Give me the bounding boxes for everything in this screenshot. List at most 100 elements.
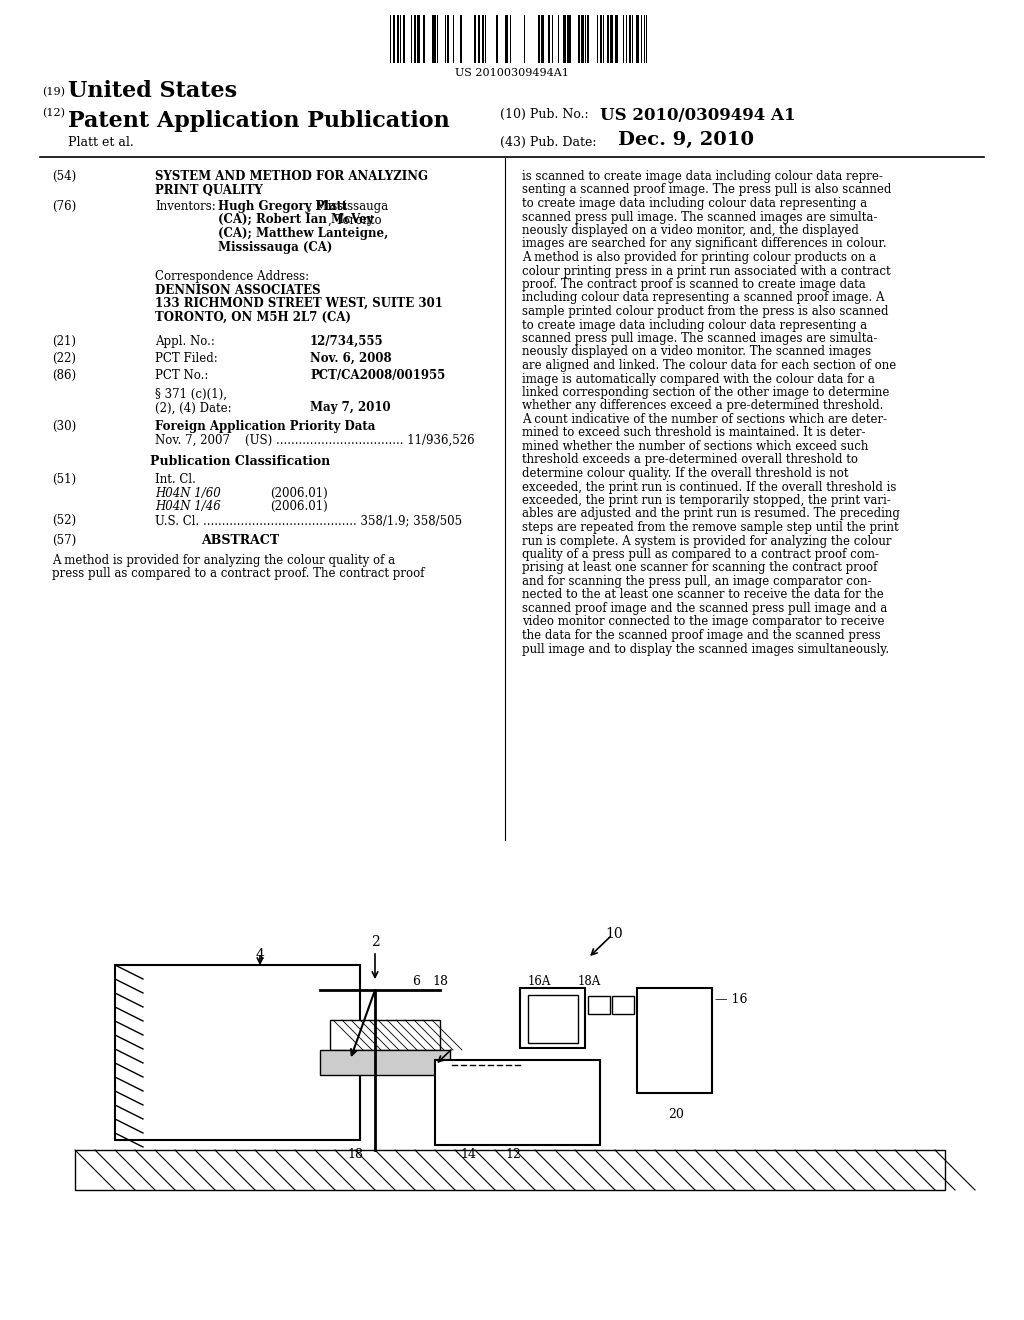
Text: proof. The contract proof is scanned to create image data: proof. The contract proof is scanned to … (522, 279, 865, 290)
Text: PCT Filed:: PCT Filed: (155, 352, 218, 366)
Text: run is complete. A system is provided for analyzing the colour: run is complete. A system is provided fo… (522, 535, 892, 548)
Bar (600, 15, 602, 63)
Bar (433, 15, 436, 63)
Text: scanned proof image and the scanned press pull image and a: scanned proof image and the scanned pres… (522, 602, 887, 615)
Text: (52): (52) (52, 513, 76, 527)
Text: sample printed colour product from the press is also scanned: sample printed colour product from the p… (522, 305, 889, 318)
Bar (528, 995, 578, 1043)
Bar (629, 15, 631, 63)
Bar (615, 15, 617, 63)
Text: (86): (86) (52, 370, 76, 381)
Text: 133 RICHMOND STREET WEST, SUITE 301: 133 RICHMOND STREET WEST, SUITE 301 (155, 297, 442, 310)
Text: May 7, 2010: May 7, 2010 (310, 401, 390, 414)
Text: , Mississauga: , Mississauga (308, 201, 388, 213)
Bar (567, 15, 570, 63)
Text: DENNISON ASSOCIATES: DENNISON ASSOCIATES (155, 284, 321, 297)
Text: mined whether the number of sections which exceed such: mined whether the number of sections whi… (522, 440, 868, 453)
Text: colour printing press in a print run associated with a contract: colour printing press in a print run ass… (522, 264, 891, 277)
Text: United States: United States (68, 81, 238, 102)
Text: ABSTRACT: ABSTRACT (201, 535, 280, 546)
Text: Nov. 7, 2007    (US) .................................. 11/936,526: Nov. 7, 2007 (US) ......................… (155, 433, 475, 446)
Bar (581, 15, 584, 63)
Text: the data for the scanned proof image and the scanned press: the data for the scanned proof image and… (522, 630, 881, 642)
Text: § 371 (c)(1),: § 371 (c)(1), (155, 388, 227, 401)
Text: mined to exceed such threshold is maintained. It is deter-: mined to exceed such threshold is mainta… (522, 426, 865, 440)
Text: (54): (54) (52, 170, 76, 183)
Text: (76): (76) (52, 201, 76, 213)
Bar (435, 1060, 600, 1144)
Bar (612, 997, 634, 1014)
Text: A count indicative of the number of sections which are deter-: A count indicative of the number of sect… (522, 413, 887, 426)
Bar (636, 15, 638, 63)
Bar (588, 997, 610, 1014)
Text: 12: 12 (505, 1148, 521, 1162)
Text: 18A: 18A (578, 975, 601, 987)
Text: scanned press pull image. The scanned images are simulta-: scanned press pull image. The scanned im… (522, 333, 878, 345)
Text: Patent Application Publication: Patent Application Publication (68, 110, 450, 132)
Text: (21): (21) (52, 335, 76, 348)
Bar (75, 1150, 945, 1191)
Text: U.S. Cl. ......................................... 358/1.9; 358/505: U.S. Cl. ...............................… (155, 513, 462, 527)
Text: are aligned and linked. The colour data for each section of one: are aligned and linked. The colour data … (522, 359, 896, 372)
Bar (610, 15, 613, 63)
Bar (115, 965, 360, 1140)
Text: Inventors:: Inventors: (155, 201, 216, 213)
Text: 2: 2 (371, 935, 379, 949)
Text: exceeded, the print run is continued. If the overall threshold is: exceeded, the print run is continued. If… (522, 480, 896, 494)
Text: Mississauga (CA): Mississauga (CA) (218, 240, 333, 253)
Text: video monitor connected to the image comparator to receive: video monitor connected to the image com… (522, 615, 885, 628)
Text: 18: 18 (432, 975, 449, 987)
Bar (478, 15, 480, 63)
Text: neously displayed on a video monitor. The scanned images: neously displayed on a video monitor. Th… (522, 346, 871, 359)
Bar (506, 15, 508, 63)
Bar (541, 15, 543, 63)
Text: images are searched for any significant differences in colour.: images are searched for any significant … (522, 238, 887, 251)
Text: , Toronto: , Toronto (328, 214, 382, 227)
Text: to create image data including colour data representing a: to create image data including colour da… (522, 318, 867, 331)
Bar (578, 15, 580, 63)
Text: Hugh Gregory Platt: Hugh Gregory Platt (218, 201, 347, 213)
Text: PRINT QUALITY: PRINT QUALITY (155, 183, 263, 197)
Text: 12/734,555: 12/734,555 (310, 335, 384, 348)
Text: whether any differences exceed a pre-determined threshold.: whether any differences exceed a pre-det… (522, 400, 884, 412)
Text: (CA); Robert Ian McVey: (CA); Robert Ian McVey (218, 214, 374, 227)
Text: A method is provided for analyzing the colour quality of a: A method is provided for analyzing the c… (52, 554, 395, 568)
Text: 14: 14 (460, 1148, 476, 1162)
Bar (319, 1049, 450, 1074)
Bar (397, 15, 399, 63)
Text: (2), (4) Date:: (2), (4) Date: (155, 401, 231, 414)
Text: (22): (22) (52, 352, 76, 366)
Text: Publication Classification: Publication Classification (150, 455, 330, 469)
Text: Dec. 9, 2010: Dec. 9, 2010 (618, 131, 754, 149)
Text: pull image and to display the scanned images simultaneously.: pull image and to display the scanned im… (522, 643, 889, 656)
Text: including colour data representing a scanned proof image. A: including colour data representing a sca… (522, 292, 885, 305)
Text: (30): (30) (52, 420, 76, 433)
Bar (417, 15, 420, 63)
Text: 18: 18 (347, 1148, 362, 1162)
Text: (12): (12) (42, 108, 65, 119)
Bar (423, 15, 425, 63)
Text: Platt et al.: Platt et al. (68, 136, 134, 149)
Text: TORONTO, ON M5H 2L7 (CA): TORONTO, ON M5H 2L7 (CA) (155, 310, 351, 323)
Text: Foreign Application Priority Data: Foreign Application Priority Data (155, 420, 376, 433)
Text: H04N 1/46: H04N 1/46 (155, 500, 221, 513)
Text: (19): (19) (42, 87, 65, 98)
Text: 6: 6 (412, 975, 420, 987)
Text: nected to the at least one scanner to receive the data for the: nected to the at least one scanner to re… (522, 589, 884, 602)
Text: is scanned to create image data including colour data repre-: is scanned to create image data includin… (522, 170, 883, 183)
Text: (43) Pub. Date:: (43) Pub. Date: (500, 136, 597, 149)
Bar (637, 987, 712, 1093)
Text: press pull as compared to a contract proof. The contract proof: press pull as compared to a contract pro… (52, 568, 425, 581)
Text: linked corresponding section of the other image to determine: linked corresponding section of the othe… (522, 385, 890, 399)
Text: US 20100309494A1: US 20100309494A1 (455, 69, 569, 78)
Bar (330, 1020, 440, 1049)
Text: exceeded, the print run is temporarily stopped, the print vari-: exceeded, the print run is temporarily s… (522, 494, 891, 507)
Bar (538, 15, 540, 63)
Text: senting a scanned proof image. The press pull is also scanned: senting a scanned proof image. The press… (522, 183, 891, 197)
Text: A method is also provided for printing colour products on a: A method is also provided for printing c… (522, 251, 877, 264)
Text: 10: 10 (605, 927, 623, 941)
Text: Appl. No.:: Appl. No.: (155, 335, 215, 348)
Text: (51): (51) (52, 473, 76, 486)
Text: steps are repeated from the remove sample step until the print: steps are repeated from the remove sampl… (522, 521, 899, 535)
Text: (CA); Matthew Lanteigne,: (CA); Matthew Lanteigne, (218, 227, 388, 240)
